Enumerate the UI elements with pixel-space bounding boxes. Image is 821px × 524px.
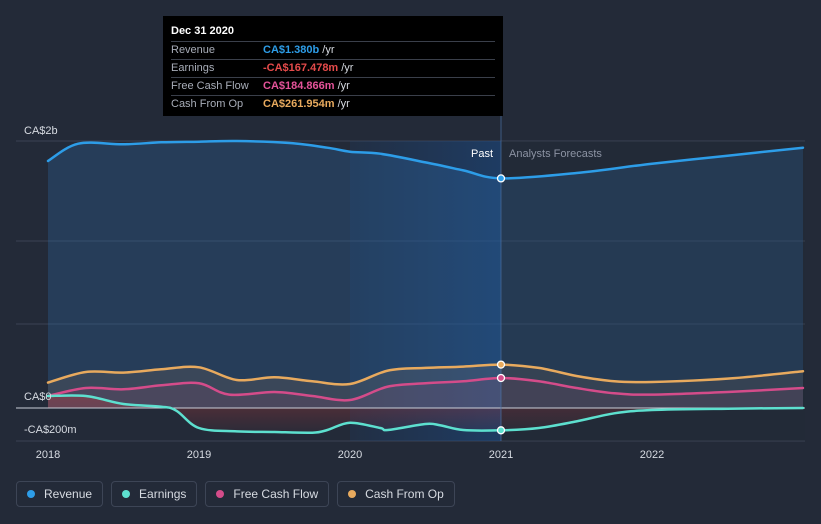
revenue-dot-icon [27,490,35,498]
tooltip-unit: /yr [337,80,350,92]
legend-item-cash-from-op[interactable]: Cash From Op [337,481,455,507]
tooltip-unit: /yr [341,62,354,74]
earnings-dot-icon [122,490,131,498]
earnings-marker [496,426,506,435]
x-axis-tick-label: 2018 [36,449,60,461]
x-axis-tick-label: 2019 [187,449,211,461]
legend-label: Cash From Op [365,487,444,501]
free-cash-flow-dot-icon [216,490,225,498]
y-axis-label: CA$2b [24,125,58,137]
cash-from-op-line [46,363,805,386]
revenue-area [48,140,803,408]
y-axis-label: CA$0 [24,391,52,403]
tooltip-label: Earnings [171,62,215,74]
legend-item-revenue[interactable]: Revenue [16,481,104,507]
cash-from-op-marker [496,360,506,369]
revenue-line [46,139,805,180]
earnings-line [46,394,805,435]
tooltip-unit: /yr [322,44,335,56]
earnings-area [48,395,803,433]
legend-item-earnings[interactable]: Earnings [111,481,198,507]
tooltip-value: CA$1.380b [263,44,320,56]
revenue-marker [496,174,506,183]
y-axis-label: -CA$200m [24,424,77,436]
tooltip-value: -CA$167.478m [263,62,339,74]
forecast-overlay [501,141,805,441]
tooltip-date: Dec 31 2020 [171,25,234,37]
tooltip-label: Cash From Op [171,98,244,110]
free-cash-flow-marker [496,373,506,383]
past-label: Past [471,148,493,160]
cash-from-op-area [48,364,803,408]
free-cash-flow-area [48,378,803,408]
free-cash-flow-line [46,376,805,402]
tooltip-label: Free Cash Flow [171,80,249,92]
tooltip-value: CA$261.954m [263,98,335,110]
chart-legend: Revenue Earnings Free Cash Flow Cash Fro… [16,481,455,507]
legend-label: Earnings [139,487,187,501]
tooltip-unit: /yr [337,98,350,110]
x-axis-tick-label: 2021 [489,449,513,461]
tooltip-value: CA$184.866m [263,80,335,92]
legend-item-free-cash-flow[interactable]: Free Cash Flow [205,481,330,507]
tooltip-row-cash-from-op: Cash From Op CA$261.954m /yr [171,95,495,113]
forecast-label: Analysts Forecasts [509,148,602,160]
legend-label: Free Cash Flow [233,487,319,501]
cash-from-op-dot-icon [348,490,357,498]
x-axis-tick-label: 2022 [640,449,664,461]
tooltip-row-revenue: Revenue CA$1.380b /yr [171,41,495,59]
tooltip-row-earnings: Earnings -CA$167.478m /yr [171,59,495,77]
chart-tooltip: Dec 31 2020 Revenue CA$1.380b /yr Earnin… [163,16,503,116]
tooltip-row-free-cash-flow: Free Cash Flow CA$184.866m /yr [171,77,495,95]
legend-label: Revenue [44,487,93,501]
tooltip-label: Revenue [171,44,216,56]
x-axis-tick-label: 2020 [338,449,362,461]
